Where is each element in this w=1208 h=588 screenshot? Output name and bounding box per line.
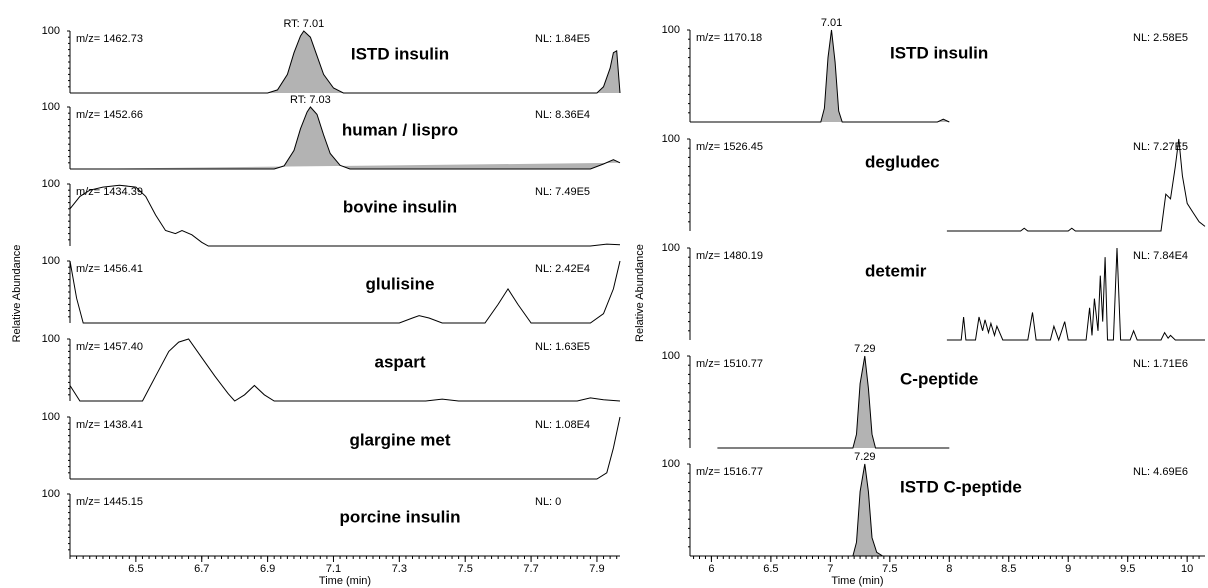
panel-title: glulisine: [366, 274, 435, 293]
mz-label: m/z= 1462.73: [76, 33, 143, 45]
panel-title: degludec: [865, 152, 940, 171]
trace: [70, 416, 621, 480]
y-tick-label: 100: [662, 350, 680, 362]
panel-title: human / lispro: [342, 120, 458, 139]
trace: [946, 138, 1206, 232]
nl-label: NL: 2.58E5: [1133, 32, 1188, 44]
x-tick-label: 7.7: [523, 563, 538, 575]
nl-label: NL: 1.84E5: [535, 33, 590, 45]
mz-label: m/z= 1456.41: [76, 263, 143, 275]
mz-label: m/z= 1480.19: [696, 250, 763, 262]
nl-label: NL: 1.71E6: [1133, 358, 1188, 370]
trace: [717, 355, 950, 449]
x-tick-label: 7.5: [458, 563, 473, 575]
x-tick-label: 6.5: [763, 563, 778, 575]
panel-title: C-peptide: [900, 369, 978, 388]
x-tick-label: 8: [946, 563, 952, 575]
y-tick-label: 100: [662, 458, 680, 470]
y-tick-label: 100: [42, 25, 60, 37]
y-axis-label: Relative Abundance: [11, 245, 23, 343]
x-tick-label: 6.5: [128, 563, 143, 575]
panel-title: porcine insulin: [340, 507, 461, 526]
trace: [946, 247, 1205, 342]
x-tick-label: 9: [1065, 563, 1071, 575]
peak-label: RT: 7.03: [290, 94, 331, 106]
mz-label: m/z= 1526.45: [696, 141, 763, 153]
y-tick-label: 100: [42, 488, 60, 500]
x-tick-label: 7.5: [882, 563, 897, 575]
mz-label: m/z= 1457.40: [76, 341, 143, 353]
mz-label: m/z= 1510.77: [696, 358, 763, 370]
x-tick-label: 7.3: [392, 563, 407, 575]
x-tick-label: 7: [827, 563, 833, 575]
peak-label: 7.01: [821, 17, 842, 29]
nl-label: NL: 4.69E6: [1133, 466, 1188, 478]
trace: [69, 338, 621, 402]
y-tick-label: 100: [42, 255, 60, 267]
mz-label: m/z= 1452.66: [76, 109, 143, 121]
peak-label: 7.29: [854, 343, 875, 355]
trace: [69, 260, 621, 324]
x-tick-label: 6.9: [260, 563, 275, 575]
x-tick-label: 6.7: [194, 563, 209, 575]
nl-label: NL: 7.27E5: [1133, 141, 1188, 153]
y-tick-label: 100: [662, 133, 680, 145]
panel-title: ISTD insulin: [351, 44, 449, 63]
peak-label: 7.29: [854, 451, 875, 463]
panel-title: ISTD insulin: [890, 43, 988, 62]
mz-label: m/z= 1434.39: [76, 186, 143, 198]
panel-title: detemir: [865, 261, 927, 280]
nl-label: NL: 1.08E4: [535, 419, 590, 431]
trace: [70, 106, 621, 170]
y-tick-label: 100: [42, 178, 60, 190]
mz-label: m/z= 1445.15: [76, 496, 143, 508]
nl-label: NL: 2.42E4: [535, 263, 590, 275]
panel-title: bovine insulin: [343, 197, 457, 216]
y-tick-label: 100: [662, 24, 680, 36]
mz-label: m/z= 1516.77: [696, 466, 763, 478]
y-tick-label: 100: [42, 101, 60, 113]
y-tick-label: 100: [662, 242, 680, 254]
peak-label: RT: 7.01: [283, 18, 324, 30]
trace: [690, 29, 950, 123]
mz-label: m/z= 1170.18: [696, 32, 762, 44]
x-tick-label: 8.5: [1001, 563, 1016, 575]
x-tick-label: 7.9: [589, 563, 604, 575]
y-tick-label: 100: [42, 411, 60, 423]
x-tick-label: 7.1: [326, 563, 341, 575]
panel-title: glargine met: [349, 430, 450, 449]
y-tick-label: 100: [42, 333, 60, 345]
panel-title: ISTD C-peptide: [900, 477, 1022, 496]
x-tick-label: 10: [1181, 563, 1193, 575]
trace: [69, 184, 621, 247]
trace: [70, 30, 621, 94]
x-axis-label: Time (min): [831, 575, 883, 587]
y-axis-label: Relative Abundance: [634, 244, 646, 342]
nl-label: NL: 7.49E5: [535, 186, 590, 198]
nl-label: NL: 7.84E4: [1133, 250, 1188, 262]
nl-label: NL: 0: [535, 496, 561, 508]
nl-label: NL: 1.63E5: [535, 341, 590, 353]
x-axis-label: Time (min): [319, 575, 371, 587]
x-tick-label: 6: [708, 563, 714, 575]
mz-label: m/z= 1438.41: [76, 419, 143, 431]
trace: [844, 463, 883, 557]
panel-title: aspart: [374, 352, 425, 371]
nl-label: NL: 8.36E4: [535, 109, 590, 121]
x-tick-label: 9.5: [1120, 563, 1135, 575]
